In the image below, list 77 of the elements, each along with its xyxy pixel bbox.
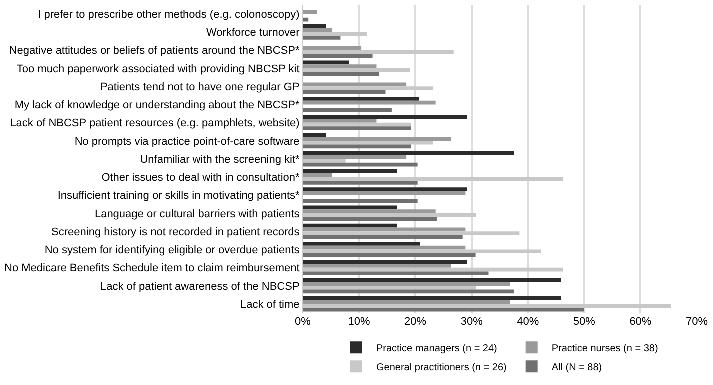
y-tick-label: Negative attitudes or beliefs of patients around the NBCSP* bbox=[9, 45, 301, 58]
legend-label: All (N = 88) bbox=[552, 362, 602, 374]
bar bbox=[303, 188, 468, 192]
bar bbox=[303, 199, 418, 204]
bar bbox=[303, 264, 452, 268]
y-tick-label: Lack of NBCSP patient resources (e.g. pamphlets, website) bbox=[10, 118, 300, 130]
bar bbox=[303, 300, 510, 304]
bar bbox=[303, 235, 463, 240]
bar bbox=[303, 308, 584, 312]
bar bbox=[303, 72, 379, 76]
bar bbox=[303, 118, 377, 123]
bar bbox=[303, 254, 476, 258]
bar bbox=[303, 224, 397, 228]
bar bbox=[303, 90, 386, 94]
bar bbox=[303, 100, 436, 105]
bar bbox=[303, 10, 318, 14]
bar bbox=[303, 290, 514, 294]
bar bbox=[303, 173, 332, 178]
bar bbox=[303, 64, 377, 68]
x-tick-label: 40% bbox=[517, 316, 540, 328]
x-tick-label: 20% bbox=[404, 316, 427, 328]
y-tick-label: Too much paperwork associated with providing NBCSP kit bbox=[16, 63, 300, 76]
y-tick-label: No Medicare Benefits Schedule item to claim reimbursement bbox=[4, 262, 300, 275]
bar bbox=[303, 228, 466, 232]
y-tick-label: No prompts via practice point-of-care software bbox=[74, 136, 300, 148]
y-tick-label: My lack of knowledge or understanding about the NBCSP* bbox=[14, 100, 301, 112]
y-tick-label: Other issues to deal with in consultation* bbox=[102, 172, 301, 184]
bar bbox=[303, 60, 350, 65]
legend-label: General practitioners (n = 26) bbox=[376, 362, 507, 374]
bar bbox=[303, 133, 326, 138]
x-tick-label: 60% bbox=[630, 316, 652, 328]
bar bbox=[303, 96, 420, 101]
bar bbox=[303, 246, 466, 250]
bar bbox=[303, 36, 341, 40]
x-tick-label: 70% bbox=[686, 316, 708, 328]
x-tick-label: 50% bbox=[573, 316, 596, 328]
x-tick-label: 0% bbox=[295, 316, 312, 328]
legend-label: Practice managers (n = 24) bbox=[376, 344, 498, 355]
bar bbox=[303, 181, 418, 185]
bar bbox=[303, 282, 510, 286]
bar bbox=[303, 170, 397, 174]
bar bbox=[303, 217, 437, 222]
bar bbox=[303, 162, 418, 167]
y-tick-label: Lack of patient awareness of the NBCSP bbox=[100, 280, 300, 293]
y-tick-label: Language or cultural barriers with patients bbox=[94, 208, 300, 220]
bar bbox=[303, 206, 397, 210]
y-tick-label: Screening history is not recorded in patient records bbox=[52, 226, 300, 238]
y-tick-label: Unfamiliar with the screening kit* bbox=[140, 154, 301, 166]
bar bbox=[303, 18, 309, 22]
bar bbox=[303, 278, 562, 282]
y-tick-label: I prefer to prescribe other methods (e.g. colonoscopy) bbox=[38, 8, 300, 21]
bar bbox=[303, 115, 468, 119]
bar bbox=[303, 191, 466, 196]
bar bbox=[303, 126, 412, 131]
bar bbox=[303, 151, 514, 156]
bar bbox=[303, 24, 326, 28]
bar bbox=[303, 46, 362, 50]
y-tick-label: Patients tend not to have one regular GP bbox=[100, 81, 300, 94]
y-tick-label: Insufficient training or skills in motivating patients* bbox=[58, 190, 301, 202]
bar bbox=[303, 155, 407, 160]
bar bbox=[303, 54, 373, 58]
legend-label: Practice nurses (n = 38) bbox=[552, 344, 658, 355]
bar bbox=[303, 137, 452, 141]
bar bbox=[303, 210, 436, 214]
bar bbox=[303, 296, 562, 300]
x-tick-label: 30% bbox=[460, 316, 484, 328]
bar bbox=[303, 272, 489, 276]
bar bbox=[303, 82, 407, 87]
bar bbox=[303, 108, 392, 112]
y-tick-label: Lack of time bbox=[240, 298, 300, 311]
bar bbox=[303, 242, 420, 246]
bar bbox=[303, 144, 412, 149]
y-tick-label: No system for identifying eligible or overdue patients bbox=[44, 244, 300, 257]
x-tick-label: 10% bbox=[348, 316, 371, 328]
y-tick-label: Workforce turnover bbox=[206, 27, 300, 40]
bar bbox=[303, 28, 332, 32]
bar bbox=[303, 260, 468, 264]
